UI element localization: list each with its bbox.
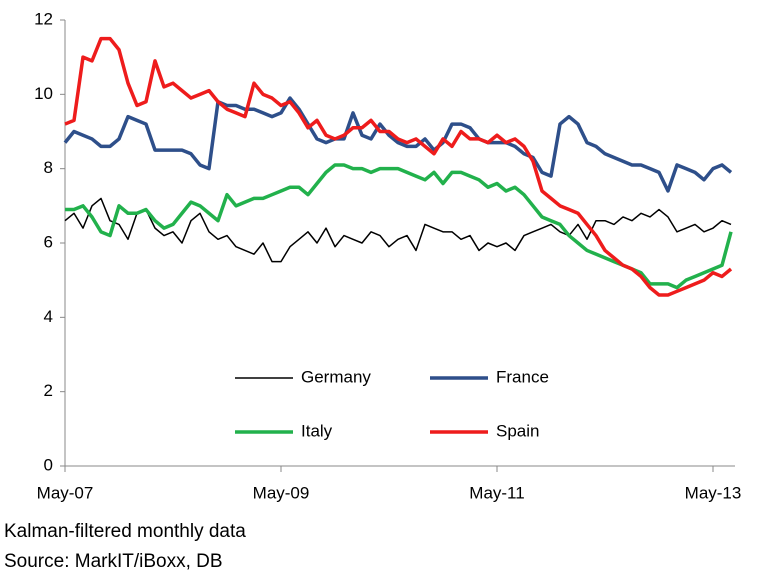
legend-label: Spain bbox=[496, 421, 539, 440]
y-tick-label: 4 bbox=[44, 307, 53, 326]
line bbox=[64, 197, 732, 263]
source: Source: MarkIT/iBoxx, DB bbox=[4, 551, 223, 572]
y-tick-label: 8 bbox=[44, 158, 53, 177]
x-tick-label: May-07 bbox=[37, 483, 94, 502]
x-tick-label: May-09 bbox=[253, 483, 310, 502]
y-tick-label: 2 bbox=[44, 381, 53, 400]
y-tick-label: 6 bbox=[44, 232, 53, 251]
y-tick-label: 12 bbox=[34, 9, 53, 28]
y-tick-label: 10 bbox=[34, 84, 53, 103]
y-tick-label: 0 bbox=[44, 455, 53, 474]
note: Kalman-filtered monthly data bbox=[4, 521, 246, 542]
x-tick-label: May-13 bbox=[685, 483, 742, 502]
line bbox=[64, 36, 733, 297]
legend-label: Germany bbox=[301, 367, 371, 386]
line bbox=[63, 96, 733, 193]
legend-label: Italy bbox=[301, 421, 333, 440]
legend-label: France bbox=[496, 367, 549, 386]
x-tick-label: May-11 bbox=[469, 483, 524, 502]
